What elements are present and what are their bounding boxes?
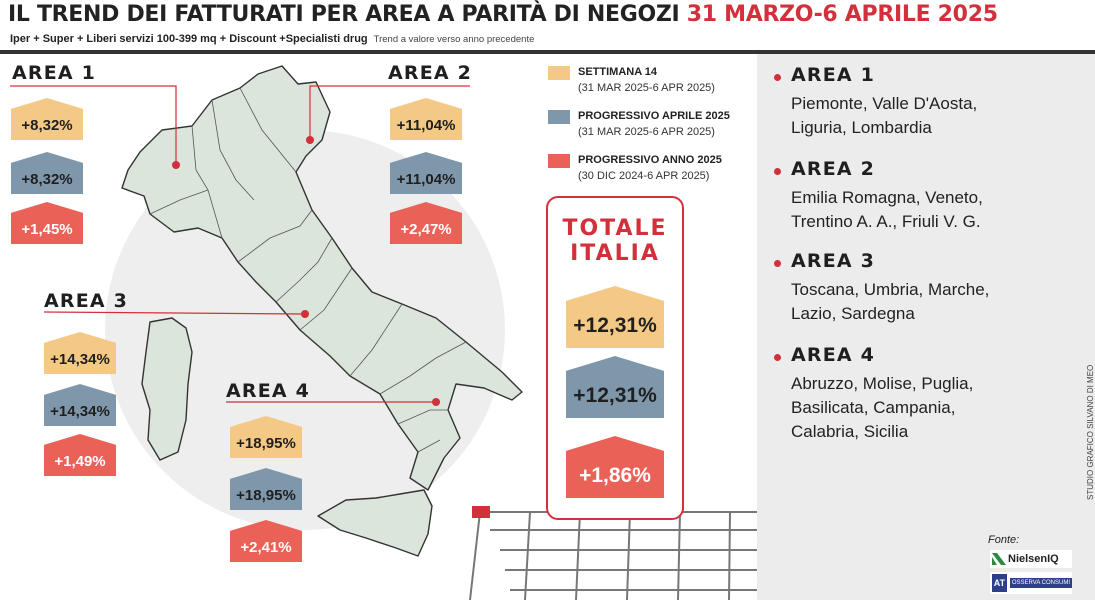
totale-italia-box: TOTALE ITALIA +12,31% +12,31% +1,86% — [546, 196, 684, 520]
totale-aprile-badge: +12,31% — [566, 356, 664, 418]
area2-regions-line2: Trentino A. A., Friuli V. G. — [791, 212, 981, 231]
source-label: Fonte: — [988, 534, 1020, 546]
subtitle-formats: Iper + Super + Liberi servizi 100-399 mq… — [10, 33, 368, 45]
area1-regions-line2: Liguria, Lombardia — [791, 118, 932, 137]
area2-marker — [306, 136, 314, 144]
area2-bullet — [774, 168, 781, 175]
area4-list-heading: AREA 4 — [791, 344, 876, 366]
legend-settimana-period: (31 MAR 2025-6 APR 2025) — [578, 82, 715, 94]
region-borders-south — [379, 341, 467, 453]
area3-regions-line2: Lazio, Sardegna — [791, 304, 915, 323]
infographic-title: IL TREND DEI FATTURATI PER AREA A PARITÀ… — [8, 2, 1088, 32]
header-rule — [0, 50, 1095, 54]
sicily-shape — [317, 489, 433, 557]
area2-regions-line1: Emilia Romagna, Veneto, — [791, 188, 983, 207]
area1-marker — [172, 161, 180, 169]
area1-bullet — [774, 74, 781, 81]
area1-list-heading: AREA 1 — [791, 64, 876, 86]
title-main: IL TREND DEI FATTURATI PER AREA A PARITÀ… — [8, 2, 680, 27]
area2-pointer-line — [309, 85, 470, 140]
area3-regions-line1: Toscana, Umbria, Marche, — [791, 280, 990, 299]
osserva-consumi-icon: AT — [992, 574, 1007, 592]
area4-regions-line3: Calabria, Sicilia — [791, 422, 909, 441]
totale-settimana-badge: +12,31% — [566, 286, 664, 348]
area3-marker — [301, 310, 309, 318]
nielseniq-text: NielsenIQ — [1008, 553, 1059, 565]
legend-aprile-swatch — [548, 110, 570, 124]
totale-italia-title: TOTALE ITALIA — [562, 216, 668, 266]
area4-bullet — [774, 354, 781, 361]
area4-label: AREA 4 — [226, 380, 311, 402]
area3-pointer-line — [43, 311, 306, 315]
sardinia-shape — [141, 317, 193, 461]
legend-settimana-title: SETTIMANA 14 — [578, 66, 658, 78]
area2-list-heading: AREA 2 — [791, 158, 876, 180]
title-date: 31 MARZO-6 APRILE 2025 — [686, 2, 998, 27]
area-list-panel: AREA 1 Piemonte, Valle D'Aosta, Liguria,… — [757, 54, 1095, 600]
region-borders-center — [237, 209, 403, 377]
subtitle: Iper + Super + Liberi servizi 100-399 mq… — [10, 33, 534, 45]
legend-anno-swatch — [548, 154, 570, 168]
legend-aprile-period: (31 MAR 2025-6 APR 2025) — [578, 126, 715, 138]
graphic-credit: STUDIO GRAFICO SILVANO DI MEO — [1086, 364, 1095, 500]
legend-settimana-swatch — [548, 66, 570, 80]
area1-label: AREA 1 — [12, 62, 97, 84]
area4-regions-line1: Abruzzo, Molise, Puglia, — [791, 374, 974, 393]
nielseniq-logo: NielsenIQ — [990, 550, 1072, 568]
legend-anno-period: (30 DIC 2024-6 APR 2025) — [578, 170, 710, 182]
area1-pointer-line — [10, 85, 177, 165]
osserva-consumi-text: OSSERVA CONSUMI — [1009, 578, 1072, 588]
area1-regions-line1: Piemonte, Valle D'Aosta, — [791, 94, 978, 113]
osserva-consumi-logo: AT OSSERVA CONSUMI — [990, 572, 1072, 594]
italy-mainland-shape — [121, 65, 523, 491]
legend-aprile-title: PROGRESSIVO APRILE 2025 — [578, 110, 730, 122]
area3-label: AREA 3 — [44, 290, 129, 312]
legend-anno-title: PROGRESSIVO ANNO 2025 — [578, 154, 722, 166]
area2-label: AREA 2 — [388, 62, 473, 84]
subtitle-note: Trend a valore verso anno precedente — [373, 34, 535, 45]
area3-bullet — [774, 260, 781, 267]
region-borders-north — [149, 87, 297, 239]
area3-list-heading: AREA 3 — [791, 250, 876, 272]
totale-anno-badge: +1,86% — [566, 436, 664, 498]
nielseniq-icon — [992, 553, 1006, 565]
area4-regions-line2: Basilicata, Campania, — [791, 398, 956, 417]
area4-marker — [432, 398, 440, 406]
